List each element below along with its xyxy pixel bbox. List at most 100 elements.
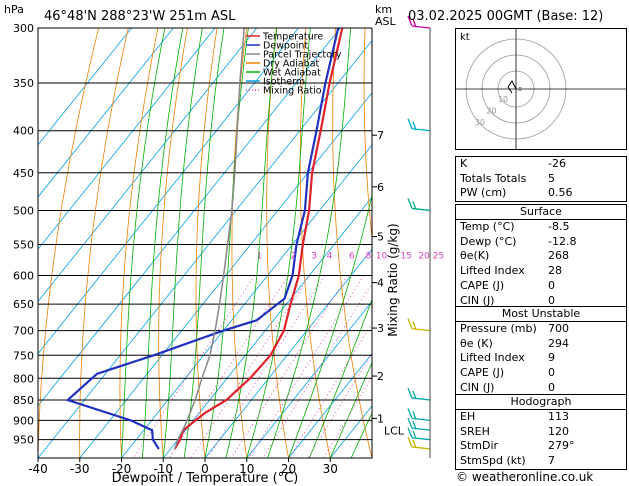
most-unstable-value: 9	[548, 351, 555, 365]
mixing-ratio-label: 8	[366, 251, 372, 261]
temperature-tick-label: 30	[323, 462, 338, 476]
wet-adiabat-line	[121, 28, 166, 458]
wind-barb-flag	[407, 15, 413, 27]
pressure-tick-label: 500	[13, 204, 34, 217]
mixing-ratio-line	[248, 275, 365, 458]
mixing-ratio-label: 15	[400, 251, 411, 261]
dry-adiabat-line	[79, 28, 129, 458]
hodograph-row: SREH 120	[456, 425, 626, 440]
hodograph-value: 120	[548, 424, 569, 438]
index-value: 0.56	[548, 186, 573, 200]
wind-barb-flag	[412, 201, 417, 210]
dry-adiabat-line	[332, 28, 372, 458]
temperature-tick-label: -30	[70, 462, 90, 476]
wind-barb-staff	[411, 446, 431, 450]
pressure-tick-label: 350	[13, 77, 34, 90]
index-label: PW (cm)	[460, 186, 507, 200]
mixing-ratio-labels: 1 2 3 4 6 8 10 15 20 25	[257, 251, 444, 261]
x-axis-label: Dewpoint / Temperature (°C)	[112, 471, 299, 486]
surface-label: CAPE (J)	[460, 278, 505, 292]
most-unstable-label: θe (K)	[460, 336, 493, 350]
mixing-ratio-line	[231, 275, 348, 458]
legend-label: Dewpoint	[263, 41, 308, 52]
surface-value: 0	[548, 278, 555, 292]
mixing-ratio-line	[168, 275, 289, 458]
wind-barb-flag	[407, 318, 413, 329]
wind-barb-flag	[407, 118, 413, 129]
pressure-tick-label: 850	[13, 394, 34, 407]
isotherm-line	[79, 92, 372, 458]
dry-adiabat-line	[119, 28, 159, 458]
wind-barb-flag	[412, 430, 417, 439]
mixing-ratio-label: 2	[290, 251, 296, 261]
surface-title: Surface	[456, 205, 626, 220]
hodograph-label: StmDir	[460, 439, 499, 453]
altitude-tick-label: 7	[377, 129, 384, 142]
legend-label: Isotherm	[263, 77, 305, 88]
hodograph: kt 10 20 30	[455, 28, 627, 150]
mixing-ratio-label: 25	[433, 251, 444, 261]
wind-barb-flag	[412, 439, 417, 449]
mixing-ratio-line	[323, 376, 372, 458]
surface-value: 0	[548, 293, 555, 307]
pressure-tick-label: 800	[13, 372, 34, 385]
altitude-tick-label: 3	[377, 322, 384, 335]
wind-barb-flag	[407, 408, 413, 419]
legend-label: Temperature	[262, 32, 323, 43]
surface-value: -8.5	[548, 220, 570, 233]
chart-grid	[38, 28, 456, 458]
dry-adiabat-line	[395, 28, 456, 458]
hodograph-label: StmSpd (kt)	[460, 454, 526, 468]
dry-adiabat-line	[195, 28, 218, 458]
most-unstable-label: CIN (J)	[460, 380, 495, 394]
isotherm-line	[246, 300, 372, 458]
surface-label: CIN (J)	[460, 293, 495, 307]
wind-barb-staff	[411, 327, 431, 332]
hodograph-value: 7	[548, 454, 555, 468]
index-value: -26	[548, 157, 566, 170]
isotherm-line	[204, 248, 372, 458]
surface-label: Dewp (°C)	[460, 234, 517, 248]
wet-adiabat-line	[183, 28, 225, 458]
most-unstable-value: 294	[548, 336, 569, 350]
most-unstable-label: CAPE (J)	[460, 366, 505, 380]
mixing-ratio-label: 4	[327, 251, 333, 261]
index-label: Totals Totals	[460, 171, 527, 185]
wind-barb-flag	[407, 387, 413, 399]
wind-barb-staff	[411, 427, 431, 431]
asl-unit: ASL	[375, 15, 397, 28]
surface-row: Lifted Index 28	[456, 264, 626, 279]
isotherm-line	[38, 28, 216, 250]
pressure-tick-label: 300	[13, 22, 34, 35]
mixing-ratio-label: 6	[349, 251, 355, 261]
most-unstable-row: CAPE (J) 0	[456, 366, 626, 381]
legend-label: Mixing Ratio	[263, 86, 322, 97]
wind-barb-flag	[412, 411, 417, 420]
isotherm-line	[38, 28, 174, 198]
index-row: Totals Totals 5	[456, 172, 626, 187]
surface-value: 268	[548, 249, 569, 263]
index-value: 5	[548, 171, 555, 185]
mixing-ratio-line	[207, 275, 326, 458]
isotherm-line	[288, 352, 372, 458]
most-unstable-row: Pressure (mb) 700	[456, 322, 626, 337]
isotherm-line	[38, 28, 132, 146]
most-unstable-value: 0	[548, 380, 555, 394]
mixing-ratio-label: 10	[376, 251, 388, 261]
surface-label: θe(K)	[460, 249, 490, 263]
lcl-label: LCL	[384, 424, 405, 437]
mixing-ratio-axis-label: Mixing Ratio (g/kg)	[386, 223, 400, 336]
pressure-tick-label: 750	[13, 349, 34, 362]
most-unstable-row: θe (K) 294	[456, 337, 626, 352]
index-row: PW (cm) 0.56	[456, 186, 626, 201]
wind-barb-staff	[411, 25, 431, 29]
wind-barb-staff	[411, 207, 431, 212]
most-unstable-row: Lifted Index 9	[456, 351, 626, 366]
surface-row: θe(K) 268	[456, 249, 626, 264]
surface-value: -12.8	[548, 234, 577, 248]
hodograph-ring-label: 30	[475, 118, 485, 127]
altitude-tick-label: 2	[377, 370, 384, 383]
wet-adiabat-line	[329, 361, 372, 458]
